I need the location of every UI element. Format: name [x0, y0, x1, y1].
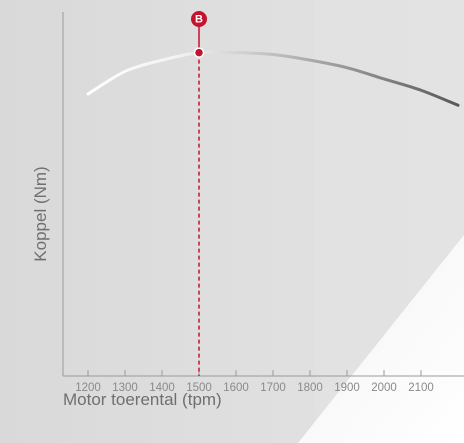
x-tick-label: 1800 [297, 382, 323, 394]
series-line-torque [86, 50, 460, 107]
marker-label: B [195, 14, 203, 26]
marker-point [193, 47, 205, 58]
y-axis-title: Koppel (Nm) [31, 166, 50, 261]
marker-badge [191, 11, 207, 27]
x-tick-label: 1900 [334, 382, 360, 394]
x-tick-label: 1300 [112, 382, 138, 394]
x-tick-label: 2000 [371, 382, 397, 394]
x-tick-label: 2100 [408, 382, 434, 394]
x-tick-label: 1600 [223, 382, 249, 394]
x-tick-label: 1200 [75, 382, 101, 394]
x-tick-label: 1400 [149, 382, 175, 394]
x-tick-labels: 1200 1300 1400 1500 1600 1700 1800 1900 2000 2100 [75, 382, 434, 394]
x-tick-label: 1700 [260, 382, 286, 394]
x-tick-label: 1500 [186, 382, 212, 394]
light-wedge [298, 235, 464, 443]
x-axis-title: Motor toerental (tpm) [63, 390, 222, 409]
